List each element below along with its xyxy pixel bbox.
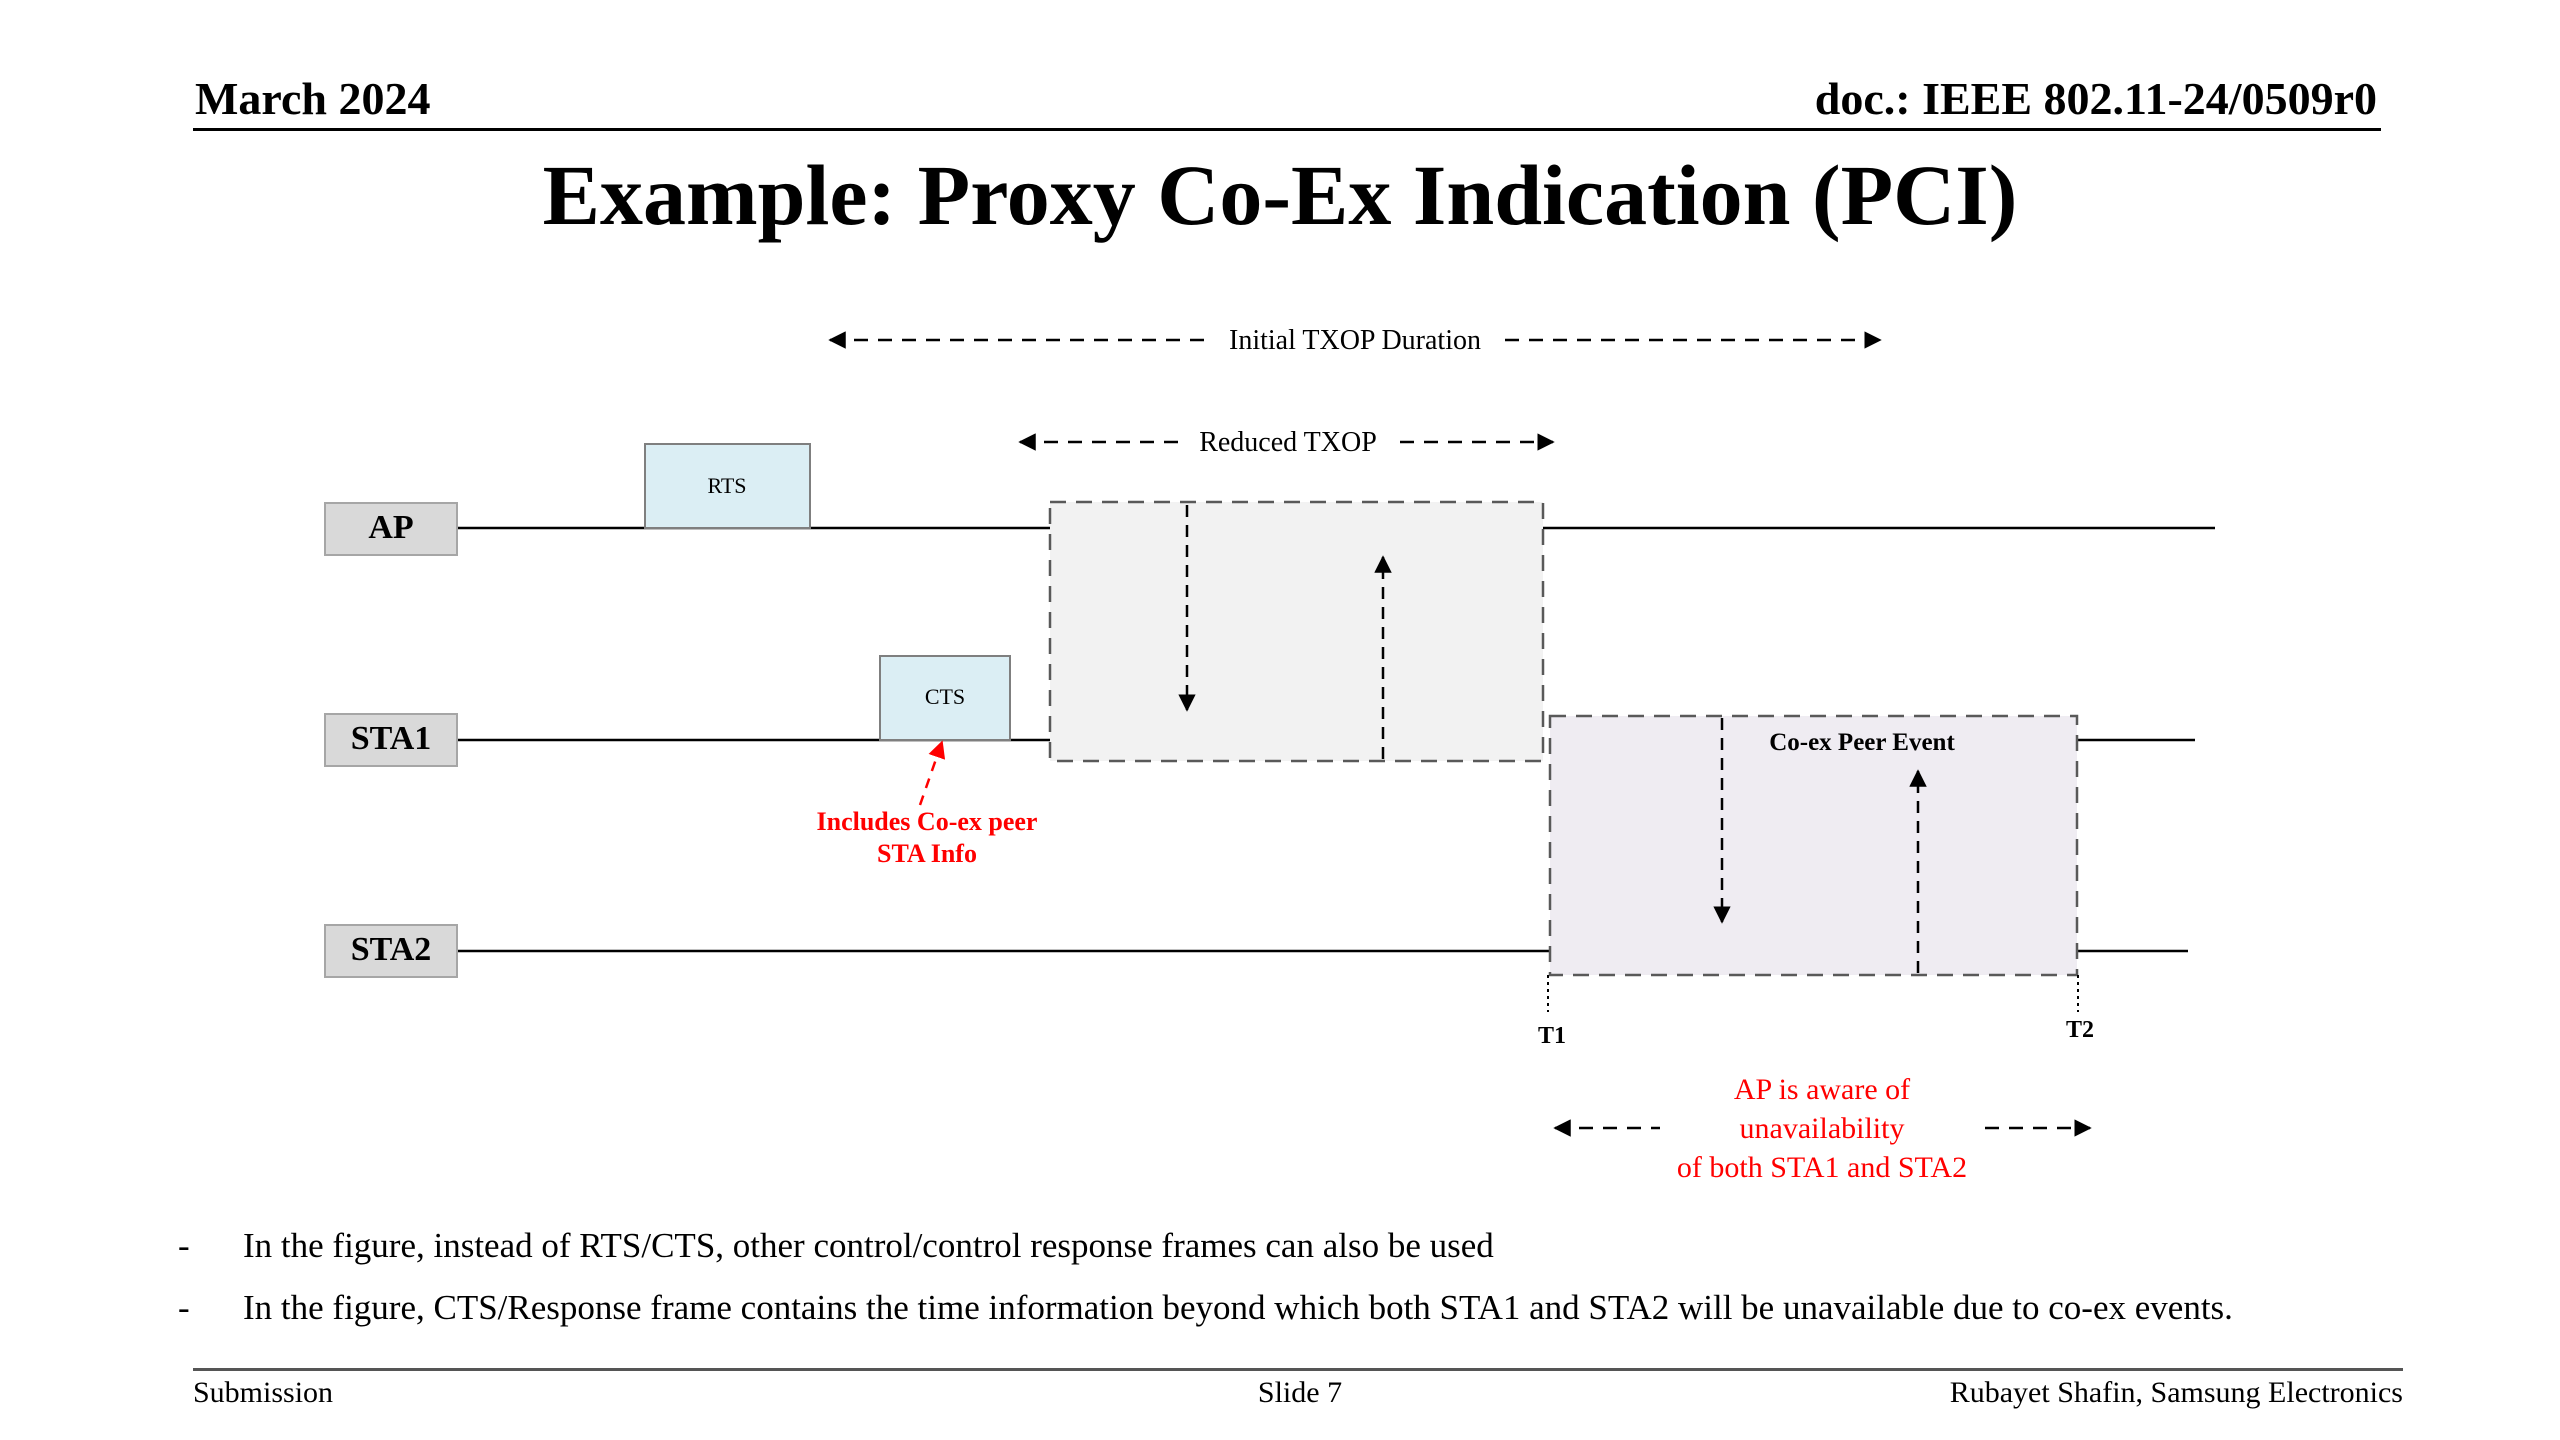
bullet-item: - In the figure, CTS/Response frame cont… xyxy=(178,1277,2478,1339)
bullet-dash: - xyxy=(178,1288,190,1327)
station-sta1-label: STA1 xyxy=(351,720,432,757)
bullet-text: In the figure, CTS/Response frame contai… xyxy=(243,1288,2233,1327)
ap-awareness-annotation: AP is aware of unavailability of both ST… xyxy=(1553,1073,2092,1184)
bullet-text: In the figure, instead of RTS/CTS, other… xyxy=(243,1226,1494,1265)
footer-divider xyxy=(193,1368,2403,1371)
cts-frame: CTS xyxy=(879,655,1011,741)
ap-awareness-line-1: AP is aware of xyxy=(1734,1073,1910,1106)
footer-author: Rubayet Shafin, Samsung Electronics xyxy=(1949,1376,2403,1409)
station-sta1: STA1 xyxy=(324,713,458,767)
slide-title: Example: Proxy Co-Ex Indication (PCI) xyxy=(542,147,2018,243)
t1-label: T1 xyxy=(1538,1023,1566,1049)
bullet-list: - In the figure, instead of RTS/CTS, oth… xyxy=(178,1215,2478,1339)
station-ap: AP xyxy=(324,502,458,556)
bullet-item: - In the figure, instead of RTS/CTS, oth… xyxy=(178,1215,2478,1277)
initial-txop-label: Initial TXOP Duration xyxy=(1229,325,1481,356)
cts-label: CTS xyxy=(925,684,965,709)
reduced-txop-label: Reduced TXOP xyxy=(1199,427,1377,458)
coex-peer-event-block: Co-ex Peer Event xyxy=(1548,714,2079,977)
rts-frame: RTS xyxy=(644,443,811,529)
station-sta2: STA2 xyxy=(324,924,458,978)
bullet-dash: - xyxy=(178,1226,190,1265)
initial-txop-duration: Initial TXOP Duration xyxy=(828,325,1882,356)
t2-marker: T2 xyxy=(2066,975,2094,1043)
footer-submission: Submission xyxy=(193,1376,334,1409)
coex-peer-event-label: Co-ex Peer Event xyxy=(1769,729,1955,756)
station-ap-label: AP xyxy=(368,509,413,546)
header-divider xyxy=(193,128,2381,131)
header-date: March 2024 xyxy=(195,73,431,124)
cts-annotation: Includes Co-ex peer STA Info xyxy=(817,740,1038,868)
station-sta2-label: STA2 xyxy=(351,931,432,968)
reduced-txop-duration: Reduced TXOP xyxy=(1018,427,1555,458)
ap-awareness-line-2: unavailability xyxy=(1740,1112,1905,1145)
ap-awareness-line-3: of both STA1 and STA2 xyxy=(1677,1151,1967,1184)
rts-label: RTS xyxy=(707,473,746,498)
t2-label: T2 xyxy=(2066,1017,2094,1043)
header-doc-id: doc.: IEEE 802.11-24/0509r0 xyxy=(1814,73,2377,124)
reduced-txop-block xyxy=(1048,500,1545,763)
t1-marker: T1 xyxy=(1538,975,1566,1049)
footer-slide-number: Slide 7 xyxy=(1257,1376,1343,1409)
cts-annotation-line-1: Includes Co-ex peer xyxy=(817,807,1038,836)
cts-annotation-line-2: STA Info xyxy=(877,839,977,868)
